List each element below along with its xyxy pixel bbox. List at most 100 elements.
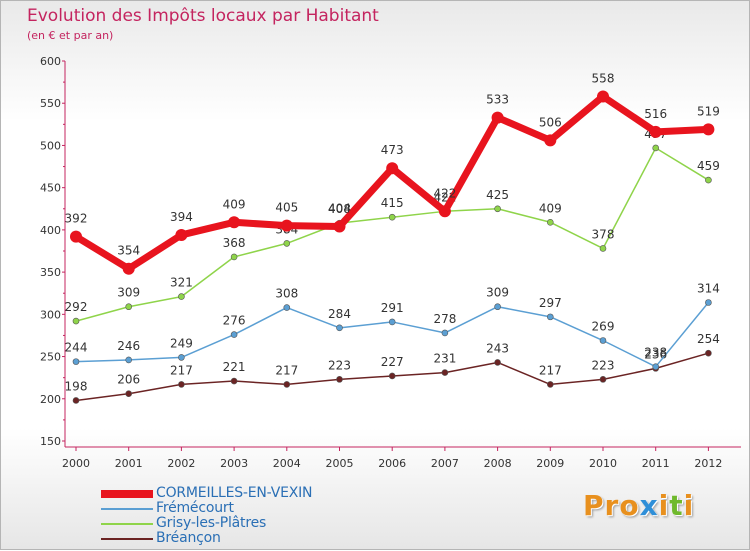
data-point xyxy=(494,205,501,213)
x-tick-label: 2007 xyxy=(431,457,459,470)
data-label: 297 xyxy=(539,296,562,310)
data-label: 415 xyxy=(381,196,404,210)
legend-swatch xyxy=(101,538,153,540)
series-line xyxy=(74,92,709,273)
data-label: 308 xyxy=(275,287,298,301)
data-point xyxy=(283,381,291,388)
data-label: 217 xyxy=(170,363,193,377)
legend-label: CORMEILLES-EN-VEXIN xyxy=(156,485,313,501)
data-label: 243 xyxy=(486,341,509,355)
data-point xyxy=(178,293,185,300)
x-tick-label: 2008 xyxy=(484,457,512,470)
data-point xyxy=(178,381,185,388)
data-label: 254 xyxy=(697,332,720,346)
data-label: 409 xyxy=(223,197,246,211)
x-tick-label: 2002 xyxy=(167,457,195,470)
data-label: 409 xyxy=(539,201,562,215)
x-tick-label: 2010 xyxy=(589,457,617,470)
data-label: 558 xyxy=(592,71,615,85)
data-point xyxy=(72,317,80,325)
data-label: 217 xyxy=(539,363,562,377)
data-label: 392 xyxy=(65,212,88,226)
legend-label: Grisy-les-Plâtres xyxy=(156,515,267,531)
y-tick-label: 600 xyxy=(40,55,61,68)
data-label: 459 xyxy=(697,159,720,173)
data-label: 506 xyxy=(539,115,562,129)
x-tick-label: 2001 xyxy=(115,457,143,470)
data-label: 236 xyxy=(644,347,667,361)
data-point xyxy=(599,245,607,252)
data-point xyxy=(546,381,554,388)
data-label: 227 xyxy=(381,355,404,369)
data-label: 198 xyxy=(65,379,88,393)
data-label: 425 xyxy=(486,188,509,202)
data-point xyxy=(333,220,346,233)
y-tick-label: 200 xyxy=(40,393,61,406)
data-point xyxy=(122,262,135,275)
y-tick-label: 400 xyxy=(40,224,61,237)
data-point xyxy=(441,369,449,376)
data-label: 354 xyxy=(117,244,140,258)
data-point xyxy=(336,376,343,383)
data-label: 309 xyxy=(486,286,509,300)
data-point xyxy=(441,329,449,337)
data-label: 249 xyxy=(170,336,193,350)
data-label: 217 xyxy=(275,363,298,377)
data-point xyxy=(230,253,238,261)
data-point xyxy=(175,228,188,241)
data-label: 394 xyxy=(170,210,193,224)
data-point xyxy=(491,111,504,124)
legend-label: Bréançon xyxy=(156,530,221,546)
data-point xyxy=(599,337,607,344)
legend-label: Frémécourt xyxy=(156,500,234,516)
data-point xyxy=(494,359,501,366)
data-label: 405 xyxy=(275,201,298,215)
data-label: 276 xyxy=(223,314,246,328)
data-label: 473 xyxy=(381,143,404,157)
data-label: 533 xyxy=(486,93,509,107)
y-tick-label: 350 xyxy=(40,266,61,279)
legend-swatch xyxy=(101,490,153,498)
x-tick-label: 2011 xyxy=(642,457,670,470)
data-point xyxy=(280,219,293,232)
x-tick-label: 2009 xyxy=(536,457,564,470)
y-tick-label: 500 xyxy=(40,139,61,152)
y-tick-label: 250 xyxy=(40,351,61,364)
data-point xyxy=(283,304,291,311)
proxiti-logo: Proxiti xyxy=(583,489,695,522)
data-label: 309 xyxy=(117,286,140,300)
x-tick-label: 2006 xyxy=(378,457,406,470)
data-label: 368 xyxy=(223,236,246,250)
y-tick-label: 150 xyxy=(40,435,61,448)
x-tick-label: 2004 xyxy=(273,457,301,470)
data-point xyxy=(72,397,80,404)
data-label: 284 xyxy=(328,307,351,321)
data-label: 314 xyxy=(697,282,720,296)
x-tick-label: 2012 xyxy=(694,457,722,470)
data-label: 206 xyxy=(117,373,140,387)
data-label: 278 xyxy=(433,312,456,326)
data-label: 238 xyxy=(644,346,667,360)
data-point xyxy=(546,218,554,226)
data-point xyxy=(228,216,241,229)
legend-swatch xyxy=(101,523,153,525)
data-point xyxy=(125,303,132,311)
data-point xyxy=(702,123,715,136)
data-point xyxy=(386,162,399,175)
data-point xyxy=(652,363,660,370)
data-point xyxy=(388,318,396,326)
data-point xyxy=(125,390,132,398)
data-label: 422 xyxy=(433,186,456,200)
chart-title: Evolution des Impôts locaux par Habitant xyxy=(27,6,379,26)
data-label: 223 xyxy=(592,358,615,372)
data-point xyxy=(494,303,501,311)
chart-subtitle: (en € et par an) xyxy=(27,29,114,42)
data-label: 223 xyxy=(328,358,351,372)
y-tick-label: 550 xyxy=(40,97,61,110)
data-point xyxy=(652,144,660,152)
data-label: 516 xyxy=(644,107,667,121)
data-label: 221 xyxy=(223,360,246,374)
data-label: 378 xyxy=(592,227,615,241)
